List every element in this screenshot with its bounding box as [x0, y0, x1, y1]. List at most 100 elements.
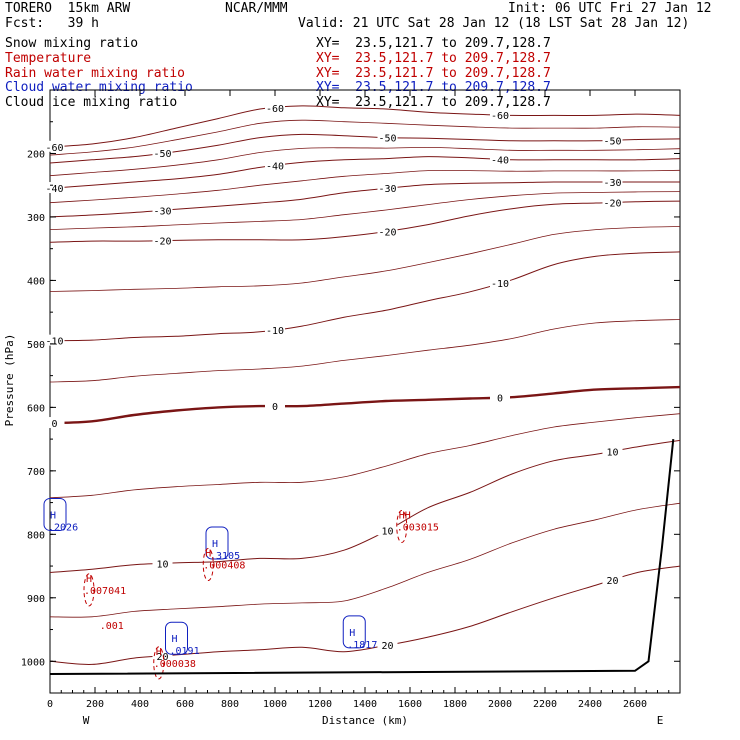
field-xy-cloud-water: XY= 23.5,121.7 to 209.7,128.7 [316, 80, 551, 95]
field-xy-rain: XY= 23.5,121.7 to 209.7,128.7 [316, 66, 551, 81]
isotherm-label: -20 [153, 237, 171, 248]
isotherm-label-bg [377, 524, 398, 536]
y-tick-label: 300 [27, 213, 45, 224]
max-value: .2026 [48, 522, 78, 533]
max-marker: H [205, 549, 211, 560]
rain-water-contour [396, 509, 408, 543]
isotherm-label: -10 [491, 279, 509, 290]
isotherm-label-bg [152, 147, 173, 159]
isotherm-label-bg [377, 639, 398, 651]
isotherm-label: -50 [153, 149, 171, 160]
isotherm-label: -30 [153, 206, 171, 217]
isotherm-label: -60 [491, 111, 509, 122]
max-value: .000038 [154, 659, 196, 670]
isotherm-label: -60 [45, 143, 63, 154]
x-tick-label: 400 [131, 699, 149, 710]
x-tick-label: 0 [47, 699, 53, 710]
cloud-water-contour [205, 526, 229, 560]
isotherm-label: -10 [266, 326, 284, 337]
x-tick-label: 1000 [263, 699, 287, 710]
isotherm-label-bg [602, 196, 623, 208]
isotherm-label: 20 [606, 576, 618, 587]
isotherm-label: 10 [606, 447, 618, 458]
rain-water-contour [202, 548, 214, 582]
isotherm-label: -40 [45, 184, 63, 195]
isotherm-label: 20 [156, 652, 168, 663]
cloud-water-contour [43, 497, 67, 531]
isotherm-label: -30 [378, 184, 396, 195]
isotherm-label: 20 [381, 641, 393, 652]
isotherm--20 [49, 200, 681, 243]
isotherm-label-bg [265, 400, 285, 412]
x-tick-label: 1200 [308, 699, 332, 710]
isotherm-label-bg [44, 182, 65, 194]
isotherm-minor [49, 119, 681, 156]
field-name-cloud-ice: Cloud ice mixing ratio [5, 95, 178, 110]
isotherm-minor [49, 413, 681, 499]
isotherm-label-bg [602, 574, 623, 586]
isotherm-label-bg [44, 140, 65, 152]
x-tick-label: 200 [86, 699, 104, 710]
max-value: .0191 [170, 646, 200, 657]
isotherm-minor [49, 502, 681, 618]
isotherm-label-bg [152, 557, 173, 569]
isotherm-minor [49, 226, 681, 292]
x-tick-label: 2000 [488, 699, 512, 710]
west-label: W [83, 714, 90, 727]
max-value: .000408 [203, 561, 245, 572]
isotherm-label: -20 [378, 227, 396, 238]
max-marker: H [156, 647, 162, 658]
isotherm-label-bg [602, 176, 623, 188]
isotherm-label-bg [152, 234, 173, 246]
forecast-hour: Fcst: 39 h [5, 16, 99, 31]
max-marker: H [212, 539, 218, 550]
rain-water-contour [153, 646, 165, 680]
isotherm--40 [49, 156, 681, 189]
isotherm-label-bg [377, 225, 398, 237]
isotherm-label: 0 [272, 402, 278, 413]
isotherm-label: -10 [45, 337, 63, 348]
isotherm-label-bg [265, 323, 285, 335]
isotherm-minor [49, 169, 681, 204]
isotherm-label: 0 [51, 419, 57, 430]
isotherm-0 [49, 385, 681, 425]
x-tick-label: 1600 [398, 699, 422, 710]
isotherm-label-bg [265, 159, 285, 171]
isotherm-label: -40 [491, 155, 509, 166]
y-tick-label: 700 [27, 467, 45, 478]
isotherm-label-bg [602, 134, 623, 146]
isotherm-label-bg [490, 109, 510, 121]
field-xy-snow: XY= 23.5,121.7 to 209.7,128.7 [316, 36, 551, 51]
field-xy-cloud-ice: XY= 23.5,121.7 to 209.7,128.7 [316, 95, 551, 110]
center-name: NCAR/MMM [225, 1, 288, 16]
field-name-rain: Rain water mixing ratio [5, 66, 186, 81]
max-value: .007041 [84, 586, 126, 597]
x-axis-label: Distance (km) [322, 714, 408, 727]
isotherm-label-bg [265, 101, 285, 113]
isotherm-label-bg [377, 131, 398, 143]
x-tick-label: 2200 [533, 699, 557, 710]
isotherm-10 [49, 439, 681, 573]
cloud-water-contour [342, 615, 366, 649]
y-axis-label: Pressure (hPa) [3, 334, 16, 427]
isotherm--10 [49, 251, 681, 342]
isotherm--30 [49, 181, 681, 218]
max-marker: H [50, 510, 56, 521]
y-tick-label: 200 [27, 149, 45, 160]
max-marker: H [172, 634, 178, 645]
isotherm-label-bg [44, 334, 65, 346]
isotherm-label: 0 [497, 394, 503, 405]
isotherm-label: -50 [378, 134, 396, 145]
isotherm-label: -20 [603, 198, 621, 209]
isotherm-label: -60 [266, 104, 284, 115]
isotherm-label: 10 [156, 559, 168, 570]
field-name-temperature: Temperature [5, 51, 92, 66]
max-value: .003015 [397, 522, 439, 533]
valid-time: Valid: 21 UTC Sat 28 Jan 12 (18 LST Sat … [298, 16, 690, 31]
init-time: Init: 06 UTC Fri 27 Jan 12 [508, 1, 712, 16]
isotherm-label-bg [44, 417, 65, 429]
x-tick-label: 800 [221, 699, 239, 710]
x-tick-label: 1400 [353, 699, 377, 710]
rain-water-contour [83, 573, 95, 607]
